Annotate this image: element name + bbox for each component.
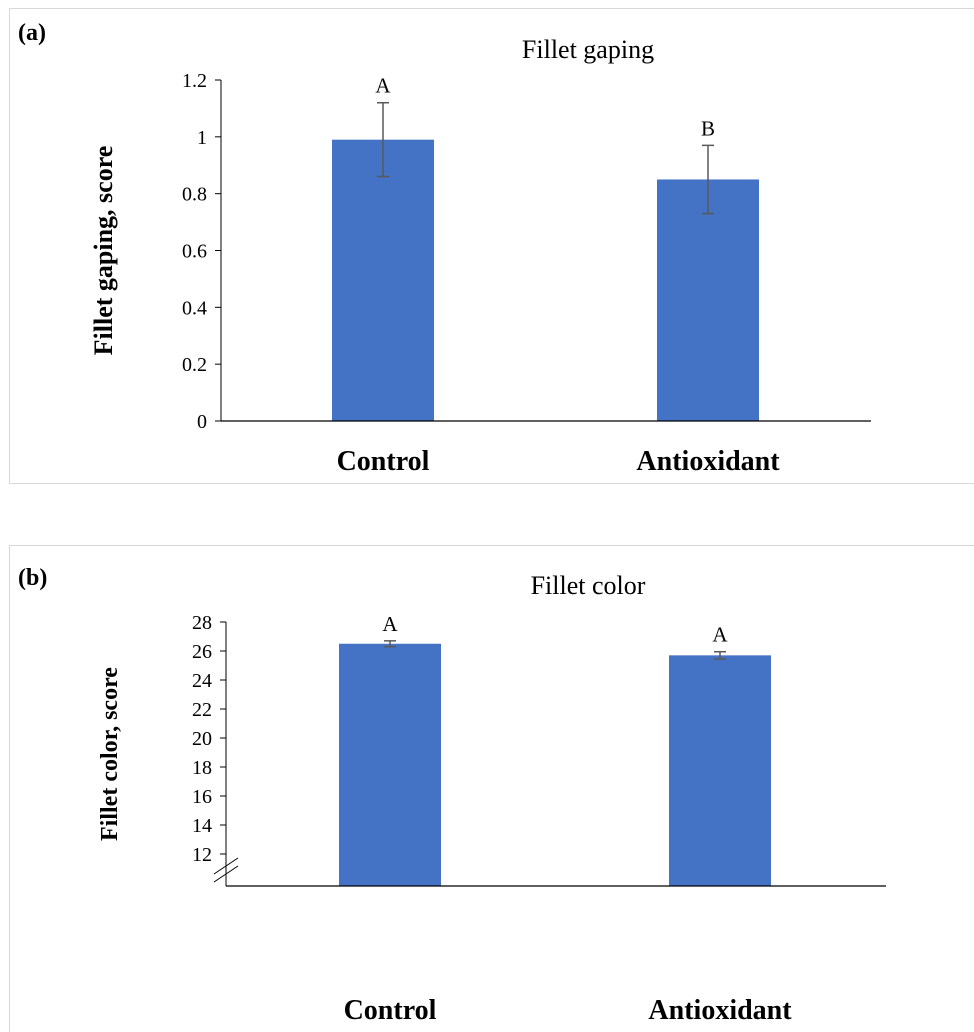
panel-b-bar-antioxidant: [669, 655, 771, 886]
panel-b-axis-break-mark: [213, 857, 239, 875]
panel-a-y-tick-label: 0.2: [182, 354, 207, 376]
panel-b-y-tick-label: 16: [192, 786, 212, 808]
panel-a-y-tick-label: 0.6: [182, 241, 207, 263]
panel-b-y-tick-label: 14: [192, 815, 212, 837]
panel-a-bar-antioxidant: [657, 179, 759, 421]
panel-a-y-tick-label: 1.2: [182, 70, 207, 92]
panel-b-y-tick-label: 20: [192, 728, 212, 750]
panel-a-y-tick-label: 0.4: [182, 297, 207, 319]
panel-b-y-axis-label: Fillet color, score: [97, 667, 123, 841]
panel-a-title: Fillet gaping: [522, 35, 654, 64]
panel-b-x-tick-label: Control: [344, 995, 437, 1026]
panel-b-y-tick-label: 24: [192, 670, 212, 692]
panel-a-x-tick-label: Antioxidant: [636, 446, 780, 477]
panel-b-y-tick-label: 12: [192, 844, 212, 866]
panel-b-y-tick-label: 18: [192, 757, 212, 779]
panel-a-y-tick-label: 1: [197, 127, 207, 149]
panel-b-y-tick-label: 22: [192, 699, 212, 721]
panel-a-significance-letter: B: [701, 116, 715, 140]
panel-b-x-tick-label: Antioxidant: [648, 995, 792, 1026]
panel-a-y-axis-label: Fillet gaping, score: [89, 146, 118, 356]
panel-a-significance-letter: A: [375, 74, 391, 98]
panel-a-frame: [9, 8, 974, 484]
panel-a-label: (a): [18, 20, 46, 46]
panel-b-y-tick-label: 26: [192, 641, 212, 663]
panel-b-bar-control: [339, 643, 441, 886]
panel-a-y-tick-label: 0.8: [182, 184, 207, 206]
panel-b-label: (b): [18, 565, 47, 591]
panel-b-y-tick-label: 28: [192, 612, 212, 634]
panel-a-x-tick-label: Control: [337, 446, 430, 477]
panel-a-y-tick-label: 0: [197, 411, 207, 433]
panel-b-frame: [9, 545, 974, 1032]
panel-b-axis-break-mark: [213, 865, 239, 883]
panel-b-title: Fillet color: [531, 571, 646, 600]
panel-a-bar-control: [332, 139, 434, 422]
panel-b-significance-letter: A: [382, 612, 398, 636]
panel-b-significance-letter: A: [712, 623, 728, 647]
